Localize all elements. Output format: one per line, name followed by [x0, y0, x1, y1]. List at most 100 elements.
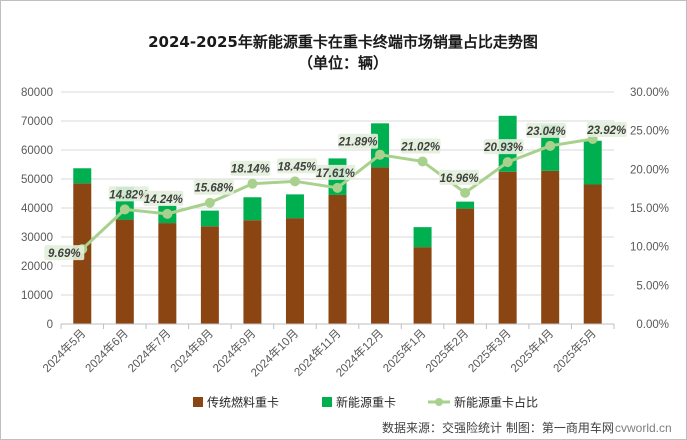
y-left-tick-label: 40000: [21, 203, 53, 215]
share-point: [502, 157, 513, 168]
share-line-group: [77, 134, 598, 255]
x-tick-label: 2025年4月: [508, 326, 557, 375]
y-left-tick-label: 60000: [21, 145, 53, 157]
y-right-tick-label: 0.00%: [636, 319, 669, 331]
bar-traditional: [285, 218, 304, 324]
share-point: [417, 156, 428, 167]
bar-nev: [456, 201, 475, 209]
y-right-tick-label: 15.00%: [630, 203, 669, 215]
y-right-tick-label: 10.00%: [630, 242, 669, 254]
bar-traditional: [413, 247, 432, 324]
share-data-label: 21.02%: [400, 141, 440, 153]
share-label-box: [586, 122, 627, 138]
y-left-tick-label: 50000: [21, 174, 53, 186]
share-labels-group: 9.69% 14.82%14.24% 15.68% 18.14% 18.45%17.61…: [44, 122, 627, 261]
bars-group: [73, 115, 602, 324]
bar-traditional: [328, 194, 347, 324]
y-right-tick-label: 5.00%: [636, 280, 669, 292]
bar-traditional: [158, 223, 177, 324]
bar-traditional: [456, 208, 475, 324]
share-data-label: 9.69%: [48, 248, 81, 260]
share-point: [119, 204, 130, 215]
bar-nev: [200, 210, 219, 227]
y-left-tick-label: 80000: [21, 87, 53, 99]
legend-swatch-traditional: [193, 397, 203, 407]
share-label-box: [276, 158, 317, 174]
y-right-tick-label: 25.00%: [630, 126, 669, 138]
share-label-box: [230, 160, 271, 176]
share-data-label: 14.24%: [144, 194, 183, 206]
y-left-tick-label: 10000: [21, 290, 53, 302]
share-label-box: [439, 169, 480, 185]
bar-nev: [243, 197, 262, 221]
x-tick-label: 2024年8月: [167, 326, 216, 375]
bar-traditional: [583, 184, 602, 324]
share-point: [289, 176, 300, 187]
share-point: [247, 178, 258, 189]
chart-title: 2024-2025年新能源重卡在重卡终端市场销量占比走势图: [148, 33, 538, 51]
share-data-label: 23.04%: [526, 126, 566, 138]
bar-traditional: [200, 226, 219, 324]
legend-label-share: 新能源重卡占比: [454, 395, 538, 410]
share-point: [375, 149, 386, 160]
share-label-box: [483, 139, 524, 155]
share-data-label: 20.93%: [483, 142, 523, 154]
bar-traditional: [115, 219, 134, 324]
bar-traditional: [541, 170, 560, 324]
share-label-box: [315, 164, 356, 180]
chart-subtitle: （单位：辆）: [298, 54, 388, 72]
y-left-tick-label: 70000: [21, 116, 53, 128]
share-label-box: [193, 179, 234, 195]
bar-traditional: [371, 167, 390, 324]
share-data-label: 15.68%: [194, 183, 233, 195]
y-left-tick-label: 30000: [21, 232, 53, 244]
share-data-label: 18.45%: [277, 161, 316, 173]
bar-traditional: [498, 171, 517, 324]
y-right-tick-label: 30.00%: [630, 87, 669, 99]
share-data-label: 17.61%: [316, 168, 355, 180]
share-data-label: 14.82%: [109, 189, 148, 201]
x-tick-label: 2025年2月: [422, 326, 471, 375]
x-tick-label: 2024年6月: [82, 326, 131, 375]
y-left-tick-label: 0: [47, 319, 53, 331]
bar-nev: [583, 140, 602, 185]
bar-nev: [413, 227, 432, 248]
share-label-box: [400, 138, 441, 154]
watermark: cvworld.cn: [615, 421, 672, 435]
x-tick-label: 2024年5月: [40, 326, 89, 375]
bar-nev: [285, 194, 304, 219]
y-left-tick-label: 20000: [21, 261, 53, 273]
legend-label-nev: 新能源重卡: [336, 395, 396, 410]
share-label-box: [143, 190, 184, 206]
share-label-box: [526, 122, 567, 138]
y-axis-right: 0.00% 5.00% 10.00% 15.00% 20.00% 25.00% 30.00%: [630, 87, 669, 331]
share-point: [545, 140, 556, 151]
share-point: [162, 208, 173, 219]
share-label-box: [338, 133, 379, 149]
share-point: [204, 197, 215, 208]
x-tick-label: 2025年5月: [550, 326, 599, 375]
legend-swatch-nev: [322, 397, 332, 407]
share-data-label: 21.89%: [338, 137, 378, 149]
legend-swatch-share-point: [435, 398, 443, 406]
legend-label-traditional: 传统燃料重卡: [207, 395, 279, 410]
bar-nev: [73, 168, 92, 184]
share-label-box: [108, 186, 149, 202]
x-tick-label: 2025年1月: [380, 326, 429, 375]
share-label-box: [44, 245, 85, 261]
share-data-label: 16.96%: [440, 173, 479, 185]
y-axis-left: 0 10000 20000 30000 40000 50000 60000 70000 8000…: [21, 87, 53, 331]
y-right-tick-label: 20.00%: [630, 164, 669, 176]
share-point: [460, 187, 471, 198]
share-data-label: 23.92%: [586, 125, 626, 137]
bar-traditional: [243, 220, 262, 324]
x-tick-label: 2025年3月: [465, 326, 514, 375]
share-data-label: 18.14%: [231, 164, 270, 176]
share-point: [332, 182, 343, 193]
source-note: 数据来源：交强险统计 制图：第一商用车网: [382, 420, 614, 435]
x-tick-label: 2024年7月: [125, 326, 174, 375]
x-axis: 2024年5月2024年6月2024年7月2024年8月2024年9月2024年…: [40, 323, 615, 380]
legend: 传统燃料重卡 新能源重卡 新能源重卡占比: [193, 395, 538, 410]
